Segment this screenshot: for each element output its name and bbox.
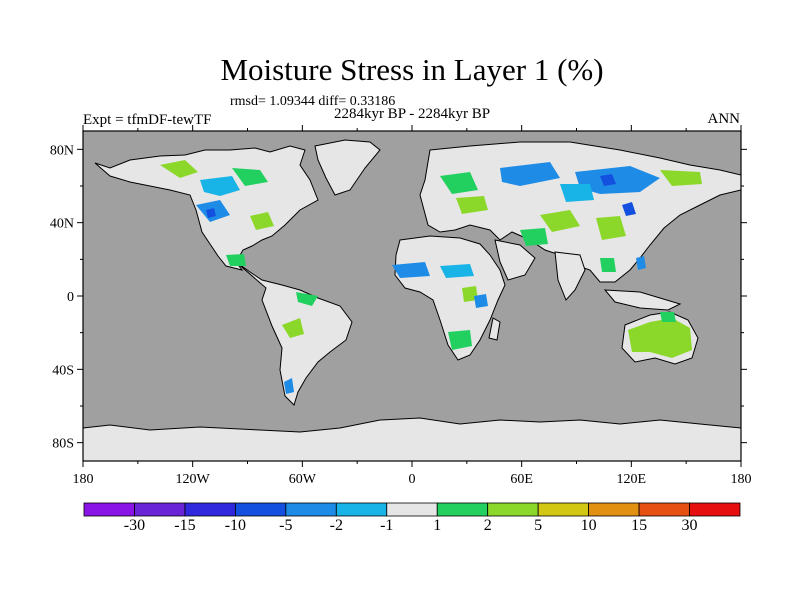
colorbar-label: -1 [380, 517, 394, 534]
sa-green-2 [282, 318, 304, 338]
as-blue-5 [622, 202, 636, 216]
greenland [314, 139, 381, 196]
eu-green-2 [456, 196, 488, 214]
x-tick-label: 60E [510, 472, 533, 487]
india [554, 251, 586, 301]
x-tick-label: 180 [731, 472, 752, 487]
as-green-2 [520, 228, 548, 246]
colorbar-swatch [588, 502, 640, 517]
na-green-3 [250, 212, 274, 230]
au-green-2 [660, 312, 676, 322]
x-tick-label: 120W [176, 472, 211, 487]
season-label: ANN [707, 111, 741, 127]
as-green-4 [600, 258, 616, 272]
colorbar-swatch [487, 502, 539, 517]
colorbar-swatch [285, 502, 337, 517]
antarctica [83, 417, 741, 461]
na-green-1 [160, 160, 198, 178]
af-blue-3 [474, 294, 488, 308]
sa-green-1 [296, 292, 318, 306]
as-blue-4 [560, 184, 594, 202]
as-green-1 [540, 210, 580, 232]
y-tick-label: 40S [52, 363, 74, 378]
as-green-3 [596, 216, 626, 240]
colorbar-label: -2 [329, 517, 343, 534]
colorbar-label: 30 [681, 517, 698, 534]
y-tick-label: 0 [67, 290, 74, 305]
ea-blue [636, 256, 646, 270]
colorbar-label: -10 [224, 517, 247, 534]
mex-green [226, 254, 246, 266]
as-blue-3 [600, 174, 616, 186]
eurasia [419, 141, 741, 283]
af-green-1 [448, 330, 472, 350]
period-subtitle: 2284kyr BP - 2284kyr BP [333, 106, 491, 122]
colorbar-label: 15 [631, 517, 648, 534]
y-tick-label: 40N [50, 217, 74, 232]
anomaly-patches [160, 160, 702, 394]
colorbar-label: 10 [580, 517, 597, 534]
colorbar-swatch [134, 502, 186, 517]
experiment-label: Expt = tfmDF-tewTF [83, 112, 212, 128]
colorbar-swatch [436, 502, 489, 517]
colorbar-label: -15 [174, 517, 196, 534]
x-tick-label: 60W [289, 472, 317, 487]
y-tick-label: 80N [50, 143, 74, 158]
af-blue-1 [392, 262, 430, 278]
af-blue-2 [440, 264, 474, 278]
af-green-2 [462, 286, 478, 302]
map-title: Moisture Stress in Layer 1 (%) [220, 52, 604, 87]
colorbar-swatch [184, 502, 236, 517]
x-tick-label: 180 [73, 472, 94, 487]
colorbar-swatch [335, 502, 388, 517]
colorbar-swatch [689, 502, 741, 517]
colorbar-label: 1 [433, 517, 442, 534]
colorbar-label: -30 [123, 517, 146, 534]
colorbar-swatch [638, 502, 690, 517]
arabia [494, 239, 536, 281]
se-asia-islands [603, 289, 682, 311]
na-blue-3 [206, 208, 216, 218]
madagascar [488, 317, 501, 341]
y-tick-label: 80S [52, 437, 74, 452]
as-green-5 [660, 170, 702, 186]
na-green-2 [232, 168, 268, 186]
axis-ticks [77, 125, 747, 467]
x-tick-label: 120E [617, 472, 647, 487]
colorbar-swatch [83, 502, 135, 517]
map-plot-area [83, 131, 741, 461]
colorbar-label: -5 [279, 517, 293, 534]
sa-blue [284, 378, 294, 394]
au-green [628, 318, 692, 358]
colorbar-swatch [386, 502, 438, 517]
na-blue-1 [200, 176, 240, 196]
as-blue-1 [500, 162, 560, 186]
colorbar-swatch [234, 502, 287, 517]
colorbar-label: 2 [483, 517, 492, 534]
axis-tick-labels: 180 120W 60W 0 60E 120E 180 80N 40N 0 40S 80S [50, 143, 752, 487]
colorbar-swatch [537, 502, 590, 517]
as-blue-2 [575, 166, 660, 194]
eu-green-1 [440, 172, 478, 194]
x-tick-label: 0 [409, 472, 416, 487]
colorbar-label: 5 [534, 517, 543, 534]
colorbar [83, 502, 741, 517]
stats-subtitle: rmsd= 1.09344 diff= 0.33186 [230, 94, 396, 109]
